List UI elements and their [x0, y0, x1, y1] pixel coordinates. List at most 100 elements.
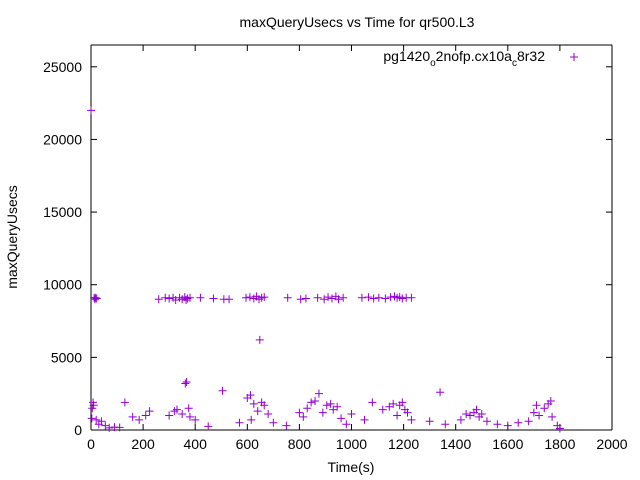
data-point: [191, 415, 200, 424]
data-point: [182, 295, 191, 304]
data-point: [322, 401, 331, 410]
data-point: [307, 398, 316, 407]
legend-marker-symbol: [570, 53, 578, 61]
data-point: [253, 407, 262, 416]
y-tick-label: 10000: [43, 277, 82, 293]
x-tick-label: 0: [87, 436, 95, 452]
legend-label-sub2: c: [512, 58, 517, 69]
data-point: [165, 411, 174, 420]
data-point: [493, 420, 502, 429]
data-point: [247, 415, 256, 424]
x-tick-label: 1600: [492, 436, 523, 452]
data-point: [333, 402, 342, 411]
data-point: [209, 294, 218, 303]
data-point: [347, 410, 356, 419]
data-point: [218, 386, 227, 395]
x-tick-label: 200: [131, 436, 155, 452]
data-point: [327, 294, 336, 303]
data-point: [540, 404, 549, 413]
data-point: [225, 295, 234, 304]
data-point: [378, 405, 387, 414]
data-point: [546, 396, 555, 405]
data-point: [196, 293, 205, 302]
data-point: [260, 293, 269, 302]
data-point: [320, 295, 329, 304]
data-point: [503, 421, 512, 430]
data-point: [326, 399, 335, 408]
data-point: [407, 293, 416, 302]
data-point: [91, 293, 100, 302]
data-point: [403, 408, 412, 417]
data-point: [283, 293, 292, 302]
data-point: [441, 420, 450, 429]
data-point: [364, 293, 373, 302]
data-point: [185, 412, 194, 421]
data-point: [398, 294, 407, 303]
data-point: [101, 421, 110, 430]
data-point: [260, 401, 269, 410]
data-point: [532, 401, 541, 410]
plot-frame: [90, 44, 613, 431]
data-point: [314, 389, 323, 398]
data-point: [87, 106, 95, 115]
data-point: [301, 294, 310, 303]
data-point: [334, 295, 343, 304]
data-point: [105, 423, 114, 432]
data-point: [245, 293, 254, 302]
x-tick-label: 400: [184, 436, 208, 452]
data-point: [172, 405, 181, 414]
data-point: [135, 415, 144, 424]
data-point: [165, 294, 174, 303]
data-point: [184, 404, 193, 413]
y-axis-label: maxQueryUsecs: [4, 185, 20, 288]
data-point: [389, 399, 398, 408]
data-point: [369, 294, 378, 303]
data-point: [407, 415, 416, 424]
y-tick-label: 20000: [43, 131, 82, 147]
data-point: [555, 424, 564, 433]
legend-marker: [570, 53, 578, 61]
data-point: [246, 391, 255, 400]
data-point: [89, 401, 98, 410]
y-tick-label: 5000: [51, 349, 82, 365]
data-point: [87, 414, 96, 423]
data-point: [204, 422, 213, 431]
data-point: [337, 414, 346, 423]
data-point: [456, 415, 465, 424]
data-point: [92, 294, 101, 303]
data-point: [145, 407, 154, 416]
x-axis-label: Time(s): [328, 459, 375, 475]
data-point: [357, 293, 366, 302]
data-point: [249, 399, 258, 408]
legend-label-mid: 2nofp.cx10a: [436, 48, 512, 64]
data-point: [374, 293, 383, 302]
data-point: [477, 410, 486, 419]
series-points: [87, 106, 564, 433]
x-tick-label: 2000: [596, 436, 627, 452]
data-point: [548, 412, 557, 421]
legend-label-prefix: pg1420: [383, 48, 430, 64]
data-point: [97, 417, 106, 426]
chart-title: maxQueryUsecs vs Time for qr500.L3: [240, 14, 475, 30]
data-point: [472, 405, 481, 414]
data-point: [115, 423, 124, 432]
legend: pg1420o2nofp.cx10ac8r32: [383, 48, 578, 69]
data-point: [90, 295, 99, 304]
data-point: [393, 411, 402, 420]
y-tick-label: 15000: [43, 204, 82, 220]
legend-label: pg1420o2nofp.cx10ac8r32: [383, 48, 545, 69]
data-point: [241, 293, 250, 302]
x-tick-label: 1000: [336, 436, 367, 452]
data-point: [482, 417, 491, 426]
data-point: [381, 294, 390, 303]
data-point: [360, 415, 369, 424]
data-point: [324, 293, 333, 302]
data-point: [386, 293, 395, 302]
legend-label-sub1: o: [430, 58, 436, 69]
x-tick-label: 1800: [544, 436, 575, 452]
data-point: [318, 408, 327, 417]
data-point: [524, 417, 533, 426]
data-point: [398, 398, 407, 407]
data-point: [299, 412, 308, 421]
